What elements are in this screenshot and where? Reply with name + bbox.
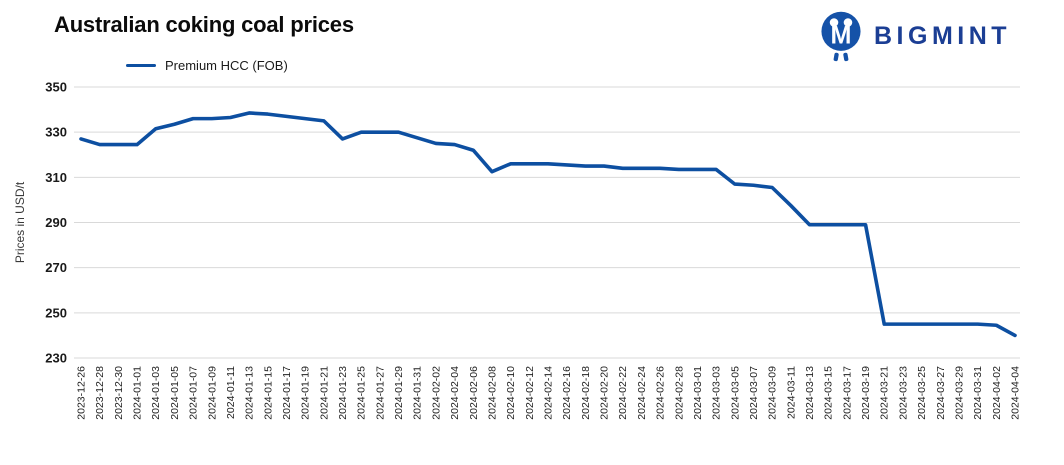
x-tick-label: 2024-02-18 bbox=[580, 366, 592, 420]
x-tick-label: 2024-03-13 bbox=[804, 366, 816, 420]
x-tick-label: 2024-01-27 bbox=[374, 366, 386, 420]
x-tick-label: 2024-01-29 bbox=[393, 366, 405, 420]
x-tick-label: 2024-03-07 bbox=[748, 366, 760, 420]
x-tick-label: 2024-02-26 bbox=[655, 366, 667, 420]
x-tick-label: 2024-03-17 bbox=[841, 366, 853, 420]
x-tick-label: 2024-01-31 bbox=[412, 366, 424, 420]
x-tick-label: 2024-02-06 bbox=[468, 366, 480, 420]
x-tick-label: 2024-03-01 bbox=[692, 366, 704, 420]
x-tick-label: 2024-04-02 bbox=[991, 366, 1003, 420]
x-tick-label: 2024-03-11 bbox=[785, 366, 797, 419]
price-line bbox=[79, 111, 1017, 338]
x-tick-label: 2024-01-11 bbox=[225, 366, 237, 419]
x-tick-label: 2024-01-21 bbox=[318, 366, 330, 420]
y-tick-label: 350 bbox=[45, 80, 67, 95]
x-tick-label: 2024-03-05 bbox=[729, 366, 741, 420]
x-tick-label: 2024-01-23 bbox=[337, 366, 349, 420]
bigmint-icon: M bbox=[821, 11, 861, 62]
x-tick-label: 2024-04-04 bbox=[1010, 366, 1022, 420]
x-tick-label: 2023-12-30 bbox=[113, 366, 125, 420]
x-tick-label: 2024-01-25 bbox=[356, 366, 368, 420]
x-tick-label: 2024-01-05 bbox=[169, 366, 181, 420]
x-tick-label: 2024-01-15 bbox=[262, 366, 274, 420]
legend-line-swatch bbox=[126, 63, 156, 68]
bigmint-logo: M BIGMINT bbox=[818, 9, 1011, 63]
x-tick-label: 2024-03-25 bbox=[916, 366, 928, 420]
x-tick-label: 2024-02-28 bbox=[673, 366, 685, 420]
x-tick-label: 2024-03-29 bbox=[953, 366, 965, 420]
x-tick-label: 2024-02-12 bbox=[524, 366, 536, 420]
y-tick-label: 230 bbox=[45, 351, 67, 366]
x-tick-label: 2024-02-24 bbox=[636, 366, 648, 420]
x-tick-label: 2024-01-19 bbox=[300, 366, 312, 420]
x-tick-label: 2024-02-14 bbox=[543, 366, 555, 420]
x-tick-label: 2024-01-09 bbox=[206, 366, 218, 420]
x-tick-label: 2024-01-17 bbox=[281, 366, 293, 420]
x-tick-label: 2024-02-20 bbox=[599, 366, 611, 420]
x-tick-label: 2024-02-02 bbox=[430, 366, 442, 420]
x-tick-label: 2024-03-27 bbox=[935, 366, 947, 420]
x-tick-label: 2023-12-26 bbox=[76, 366, 88, 420]
y-axis-title: Prices in USD/t bbox=[13, 181, 27, 263]
svg-text:M: M bbox=[831, 21, 852, 49]
x-tick-label: 2024-03-31 bbox=[972, 366, 984, 420]
x-tick-label: 2024-03-21 bbox=[879, 366, 891, 420]
x-tick-label: 2024-03-15 bbox=[823, 366, 835, 420]
y-tick-label: 310 bbox=[45, 170, 67, 185]
x-tick-label: 2024-03-19 bbox=[860, 366, 872, 420]
y-tick-label: 330 bbox=[45, 125, 67, 140]
x-tick-label: 2024-01-13 bbox=[244, 366, 256, 420]
bigmint-wordmark: BIGMINT bbox=[874, 21, 1012, 50]
y-tick-label: 250 bbox=[45, 305, 67, 320]
chart-title: Australian coking coal prices bbox=[54, 12, 354, 37]
y-tick-label: 270 bbox=[45, 260, 67, 275]
x-tick-label: 2024-03-23 bbox=[897, 366, 909, 420]
x-tick-label: 2024-02-22 bbox=[617, 366, 629, 420]
x-tick-label: 2024-03-09 bbox=[767, 366, 779, 420]
x-tick-label: 2024-02-08 bbox=[486, 366, 498, 420]
y-tick-label: 290 bbox=[45, 215, 67, 230]
x-tick-label: 2024-03-03 bbox=[711, 366, 723, 420]
x-tick-label: 2023-12-28 bbox=[94, 366, 106, 420]
x-tick-label: 2024-01-01 bbox=[132, 366, 144, 420]
legend-label: Premium HCC (FOB) bbox=[165, 58, 288, 73]
x-tick-label: 2024-02-10 bbox=[505, 366, 517, 420]
x-tick-label: 2024-01-03 bbox=[150, 366, 162, 420]
legend: Premium HCC (FOB) bbox=[126, 58, 288, 73]
x-tick-label: 2024-01-07 bbox=[188, 366, 200, 420]
x-tick-label: 2024-02-04 bbox=[449, 366, 461, 420]
x-tick-label: 2024-02-16 bbox=[561, 366, 573, 420]
